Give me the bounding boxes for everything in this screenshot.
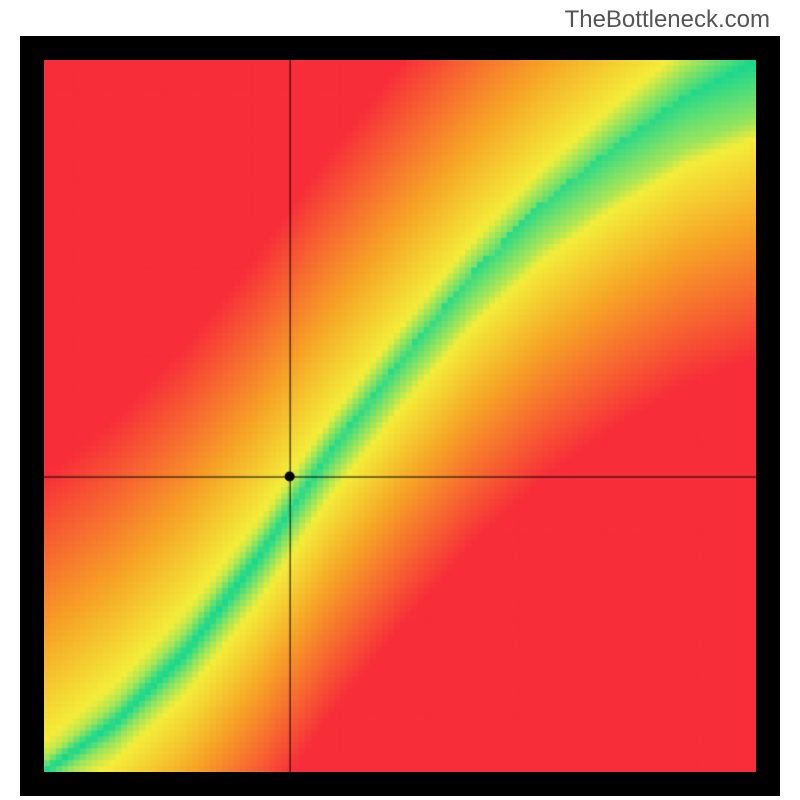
watermark-text: TheBottleneck.com <box>565 6 770 34</box>
bottleneck-heatmap <box>44 60 756 772</box>
